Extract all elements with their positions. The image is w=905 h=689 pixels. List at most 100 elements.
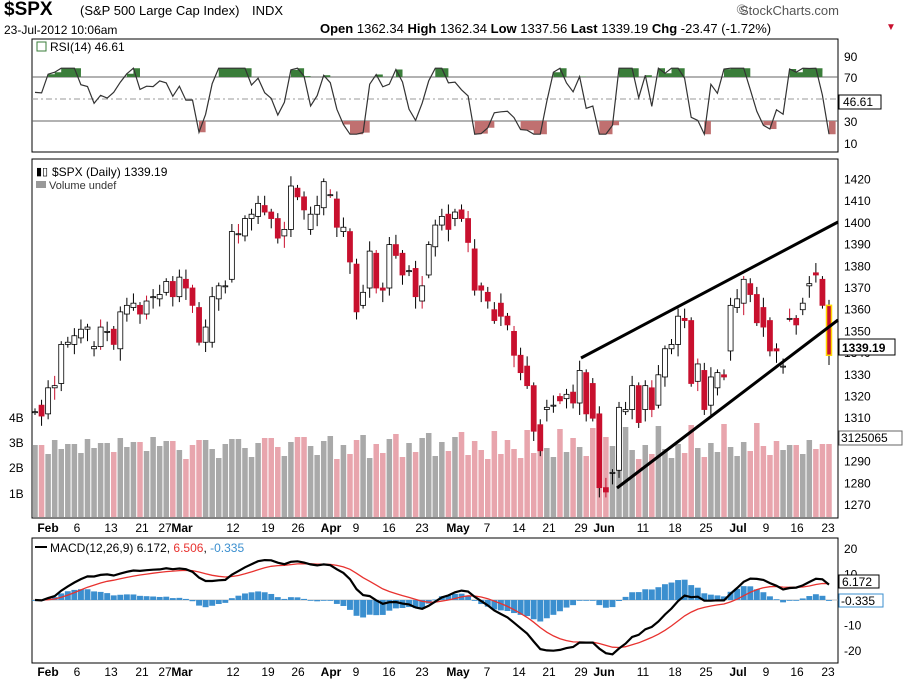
histogram-bar — [707, 594, 714, 600]
volume-bar — [97, 443, 104, 517]
histogram-bar — [156, 596, 163, 600]
volume-bar — [84, 439, 91, 517]
histogram-bar — [780, 600, 787, 603]
volume-bar — [45, 454, 51, 517]
candle-body — [668, 344, 675, 350]
volume-bar — [721, 424, 727, 517]
candle-legend-icon: ▮▯ — [36, 166, 48, 178]
histogram-bar — [793, 600, 800, 601]
date-label: Mar — [171, 521, 193, 535]
histogram-bar — [392, 600, 399, 609]
candle-body — [281, 229, 288, 237]
histogram-bar — [589, 600, 596, 601]
candle-body — [773, 348, 780, 352]
candle-body — [91, 346, 97, 350]
volume-bar — [320, 441, 327, 517]
volume-bar — [826, 444, 832, 517]
date-label: 9 — [763, 521, 770, 535]
volume-bar — [675, 444, 681, 517]
volume-bar — [603, 437, 609, 517]
rsi-panel: 90 70 50 30 10 RSI(14) 46.61 46.61 — [31, 38, 882, 153]
volume-tag — [838, 430, 903, 446]
histogram-bar — [826, 600, 832, 601]
volume-bar — [471, 441, 478, 517]
date-label: 21 — [135, 665, 149, 679]
date-label: 9 — [353, 521, 360, 535]
histogram-bar — [353, 600, 360, 616]
histogram-bar — [734, 588, 741, 600]
candle-body — [353, 263, 360, 313]
macd-legend: MACD(12,26,9) 6.172, 6.506, -0.335 — [50, 541, 244, 555]
histogram-bar — [701, 593, 708, 600]
histogram-bar — [333, 600, 340, 604]
quote-summary: Open 1362.34 High 1362.34 Low 1337.56 La… — [320, 21, 771, 36]
histogram-bar — [471, 600, 478, 601]
date-label: May — [446, 521, 470, 535]
candle-body — [366, 250, 373, 289]
candle-body — [97, 326, 104, 347]
brand-logo[interactable]: StockCharts.com — [740, 3, 839, 18]
histogram-bar — [366, 600, 373, 615]
macd-tag-value: 6.172 — [842, 575, 872, 589]
volume-bar — [150, 437, 156, 517]
candle-body — [393, 244, 399, 256]
histogram-bar — [524, 600, 531, 617]
candle-body — [629, 385, 636, 410]
histogram-bar — [150, 596, 157, 600]
candle-body — [432, 224, 439, 248]
candle-body — [707, 376, 714, 406]
date-label: 29 — [574, 665, 588, 679]
histogram-bar — [786, 600, 793, 601]
volume-bars — [32, 423, 832, 517]
candle-body — [163, 281, 170, 293]
volume-bar — [307, 446, 314, 517]
candle-body — [589, 383, 596, 419]
price-date-axis: Feb 6 13 21 27 Mar 12 19 26 Apr 9 16 23 May 7 14 21 29 Jun… — [37, 521, 835, 535]
histogram-bar — [228, 598, 235, 600]
candle-body — [662, 348, 668, 378]
volume-bar — [504, 440, 511, 517]
candle-body — [635, 385, 642, 423]
date-label: 18 — [668, 521, 682, 535]
rsi-overbought-fill — [48, 68, 823, 77]
candle-body — [38, 404, 45, 417]
histogram-bar — [268, 593, 275, 600]
candle-body — [117, 311, 124, 350]
volume-bar — [688, 425, 694, 517]
volume-bar — [629, 450, 635, 517]
volume-bar — [695, 448, 701, 517]
histogram-bar — [747, 586, 754, 600]
histogram-bar — [583, 600, 590, 601]
volume-bar — [524, 430, 530, 517]
histogram-bar — [773, 599, 780, 601]
date-label: 27 — [158, 665, 172, 679]
candle-body — [524, 365, 531, 387]
histogram-bar — [714, 595, 721, 600]
candle-body — [327, 194, 334, 197]
candle-body — [786, 317, 793, 320]
candle-body — [45, 387, 52, 415]
volume-bar — [229, 439, 235, 517]
candle-body — [530, 385, 537, 432]
volume-bar — [314, 455, 320, 517]
date-label: 6 — [74, 521, 81, 535]
candle-body — [196, 307, 202, 343]
volume-bar — [806, 440, 813, 517]
volume-bar — [353, 440, 360, 517]
histogram-bar — [721, 596, 727, 600]
histogram-bar — [504, 600, 511, 612]
volume-bar — [740, 442, 747, 517]
histogram-bar — [766, 596, 773, 600]
volume-bar — [71, 444, 78, 517]
candle-body — [819, 278, 826, 306]
candle-body — [58, 344, 65, 384]
volume-bar — [537, 439, 544, 517]
volume-bar — [327, 436, 334, 517]
price-tick: 1270 — [844, 498, 871, 512]
candle-body — [747, 283, 754, 295]
histogram-bar — [163, 596, 170, 600]
candle-body — [130, 302, 137, 308]
histogram-bar — [491, 600, 498, 610]
candle-body — [465, 218, 471, 243]
histogram-bar — [661, 584, 668, 600]
